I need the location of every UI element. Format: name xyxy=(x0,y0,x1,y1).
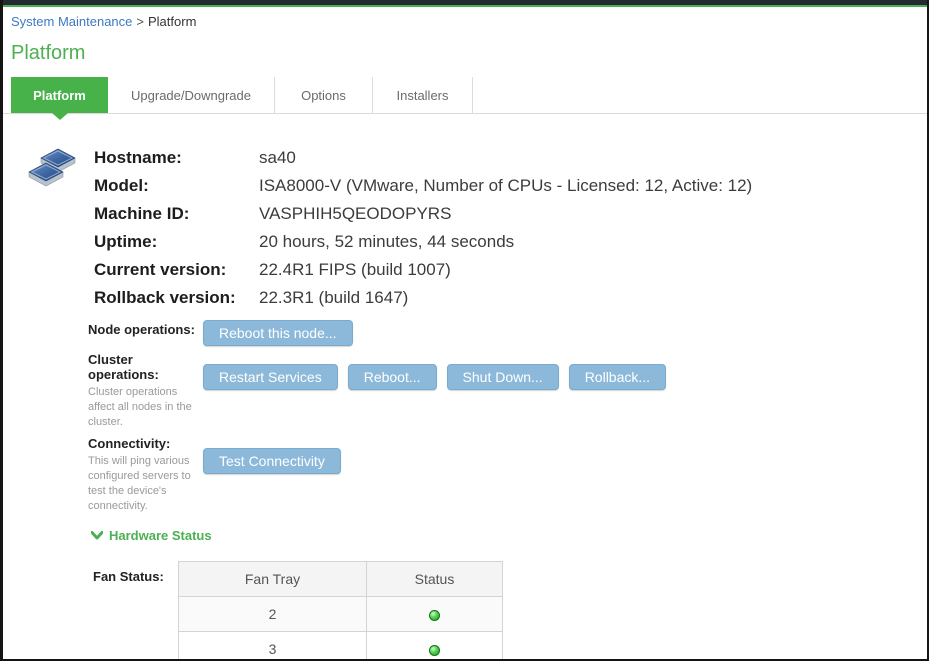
field-rollback-version: Rollback version: 22.3R1 (build 1647) xyxy=(94,284,752,312)
fan-status-cell xyxy=(365,596,504,632)
tab-upgrade-downgrade[interactable]: Upgrade/Downgrade xyxy=(108,77,275,113)
breadcrumb-link-system-maintenance[interactable]: System Maintenance xyxy=(11,14,133,29)
active-tab-pointer xyxy=(51,113,68,120)
tab-options[interactable]: Options xyxy=(275,77,373,113)
breadcrumb: System Maintenance > Platform xyxy=(3,7,927,29)
field-label: Model: xyxy=(94,176,149,195)
page-title: Platform xyxy=(11,42,86,64)
field-value: sa40 xyxy=(259,148,296,167)
connectivity-row: Connectivity: This will ping various con… xyxy=(88,434,927,514)
hardware-status-label: Hardware Status xyxy=(109,528,212,543)
node-operations-label: Node operations: xyxy=(88,322,195,337)
operations-section: Node operations: Reboot this node... Clu… xyxy=(3,320,927,514)
server-stack-icon xyxy=(28,144,80,312)
field-label: Rollback version: xyxy=(94,288,236,307)
tab-platform[interactable]: Platform xyxy=(11,77,108,120)
field-value: ISA8000-V (VMware, Number of CPUs - Lice… xyxy=(259,176,753,195)
restart-services-button[interactable]: Restart Services xyxy=(203,364,338,390)
fan-status-section: Fan Status: Fan Tray Status 2 3 xyxy=(93,561,927,659)
fan-table-header-row: Fan Tray Status xyxy=(178,561,504,597)
fan-tray-cell: 2 xyxy=(178,596,367,632)
field-value: 20 hours, 52 minutes, 44 seconds xyxy=(259,232,515,251)
status-ok-led-icon xyxy=(428,609,440,621)
fan-tray-cell: 3 xyxy=(178,631,367,659)
connectivity-label: Connectivity: xyxy=(88,436,171,451)
fan-status-label: Fan Status: xyxy=(93,569,164,584)
cluster-operations-label: Cluster operations: xyxy=(88,352,159,382)
test-connectivity-button[interactable]: Test Connectivity xyxy=(203,448,341,474)
shut-down-button[interactable]: Shut Down... xyxy=(446,364,559,390)
field-model: Model: ISA8000-V (VMware, Number of CPUs… xyxy=(94,172,752,200)
field-label: Uptime: xyxy=(94,232,158,251)
top-bar-accent xyxy=(3,5,927,7)
tab-installers[interactable]: Installers xyxy=(373,77,473,113)
hardware-status-toggle[interactable]: Hardware Status xyxy=(91,528,927,543)
table-row: 2 xyxy=(178,596,504,632)
table-row: 3 xyxy=(178,631,504,659)
status-column-header: Status xyxy=(365,561,504,597)
field-value: VASPHIH5QEODOPYRS xyxy=(259,204,452,223)
breadcrumb-current: Platform xyxy=(148,14,197,29)
fan-tray-column-header: Fan Tray xyxy=(178,561,367,597)
tab-options-label: Options xyxy=(301,87,346,103)
tab-bar: Platform Upgrade/Downgrade Options Insta… xyxy=(3,77,927,120)
top-bar xyxy=(3,0,927,5)
cluster-operations-help: Cluster operations affect all nodes in t… xyxy=(88,386,192,428)
device-info-section: Hostname: sa40 Model: ISA8000-V (VMware,… xyxy=(3,114,927,312)
tab-platform-label: Platform xyxy=(33,87,86,103)
field-machine-id: Machine ID: VASPHIH5QEODOPYRS xyxy=(94,200,752,228)
breadcrumb-separator: > xyxy=(136,14,144,29)
tab-installers-label: Installers xyxy=(396,87,449,103)
chevron-down-icon xyxy=(91,531,103,540)
node-operations-row: Node operations: Reboot this node... xyxy=(88,320,927,346)
field-value: 22.4R1 FIPS (build 1007) xyxy=(259,260,451,279)
fan-status-cell xyxy=(365,631,504,659)
field-uptime: Uptime: 20 hours, 52 minutes, 44 seconds xyxy=(94,228,752,256)
connectivity-help: This will ping various configured server… xyxy=(88,455,191,512)
cluster-operations-row: Cluster operations: Cluster operations a… xyxy=(88,350,927,430)
fan-status-table: Fan Tray Status 2 3 xyxy=(178,561,504,659)
reboot-button[interactable]: Reboot... xyxy=(347,364,437,390)
rollback-button[interactable]: Rollback... xyxy=(568,364,667,390)
field-label: Current version: xyxy=(94,260,227,279)
field-label: Hostname: xyxy=(94,148,182,167)
field-value: 22.3R1 (build 1647) xyxy=(259,288,409,307)
field-hostname: Hostname: sa40 xyxy=(94,144,752,172)
tab-upgrade-downgrade-label: Upgrade/Downgrade xyxy=(131,87,251,103)
field-label: Machine ID: xyxy=(94,204,190,223)
status-ok-led-icon xyxy=(428,644,440,656)
reboot-this-node-button[interactable]: Reboot this node... xyxy=(203,320,353,346)
device-fields: Hostname: sa40 Model: ISA8000-V (VMware,… xyxy=(80,144,752,312)
field-current-version: Current version: 22.4R1 FIPS (build 1007… xyxy=(94,256,752,284)
